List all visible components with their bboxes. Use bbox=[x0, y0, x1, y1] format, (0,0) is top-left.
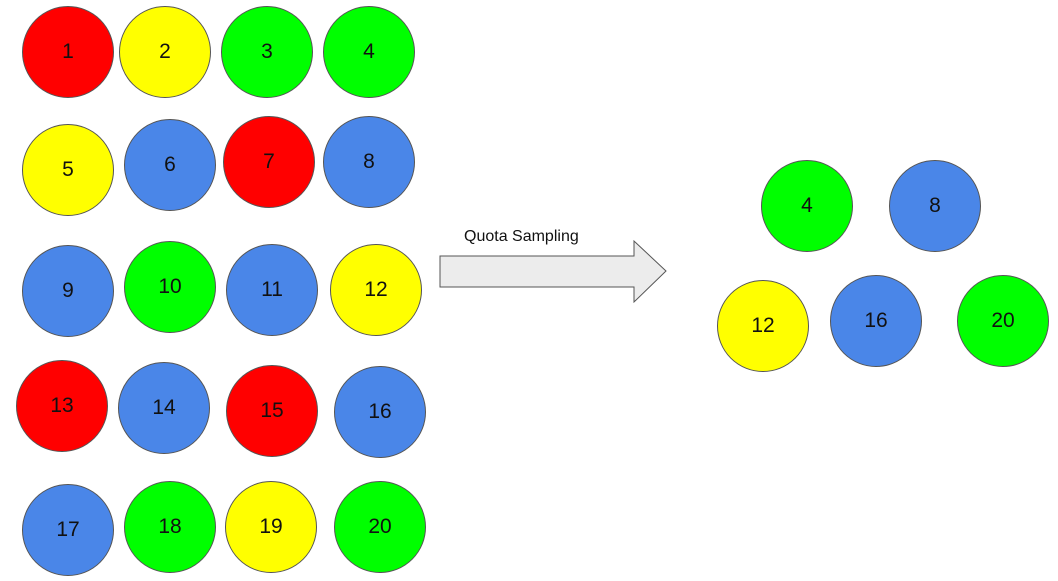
population-ball-1: 1 bbox=[22, 6, 114, 98]
population-ball-20: 20 bbox=[334, 481, 426, 573]
population-ball-5: 5 bbox=[22, 124, 114, 216]
population-ball-10: 10 bbox=[124, 241, 216, 333]
population-ball-17: 17 bbox=[22, 484, 114, 576]
population-ball-18: 18 bbox=[124, 481, 216, 573]
population-ball-3: 3 bbox=[221, 6, 313, 98]
population-ball-13: 13 bbox=[16, 360, 108, 452]
population-ball-15: 15 bbox=[226, 365, 318, 457]
population-ball-11: 11 bbox=[226, 244, 318, 336]
population-ball-16: 16 bbox=[334, 366, 426, 458]
population-ball-2: 2 bbox=[119, 6, 211, 98]
sample-ball-8: 8 bbox=[889, 160, 981, 252]
population-ball-8: 8 bbox=[323, 116, 415, 208]
population-ball-12: 12 bbox=[330, 244, 422, 336]
population-ball-4: 4 bbox=[323, 6, 415, 98]
population-ball-14: 14 bbox=[118, 362, 210, 454]
sample-ball-20: 20 bbox=[957, 275, 1049, 367]
sample-ball-16: 16 bbox=[830, 275, 922, 367]
population-ball-9: 9 bbox=[22, 245, 114, 337]
population-ball-7: 7 bbox=[223, 116, 315, 208]
population-ball-19: 19 bbox=[225, 481, 317, 573]
population-ball-6: 6 bbox=[124, 119, 216, 211]
arrow-label: Quota Sampling bbox=[464, 228, 579, 245]
sample-ball-12: 12 bbox=[717, 280, 809, 372]
sample-ball-4: 4 bbox=[761, 160, 853, 252]
